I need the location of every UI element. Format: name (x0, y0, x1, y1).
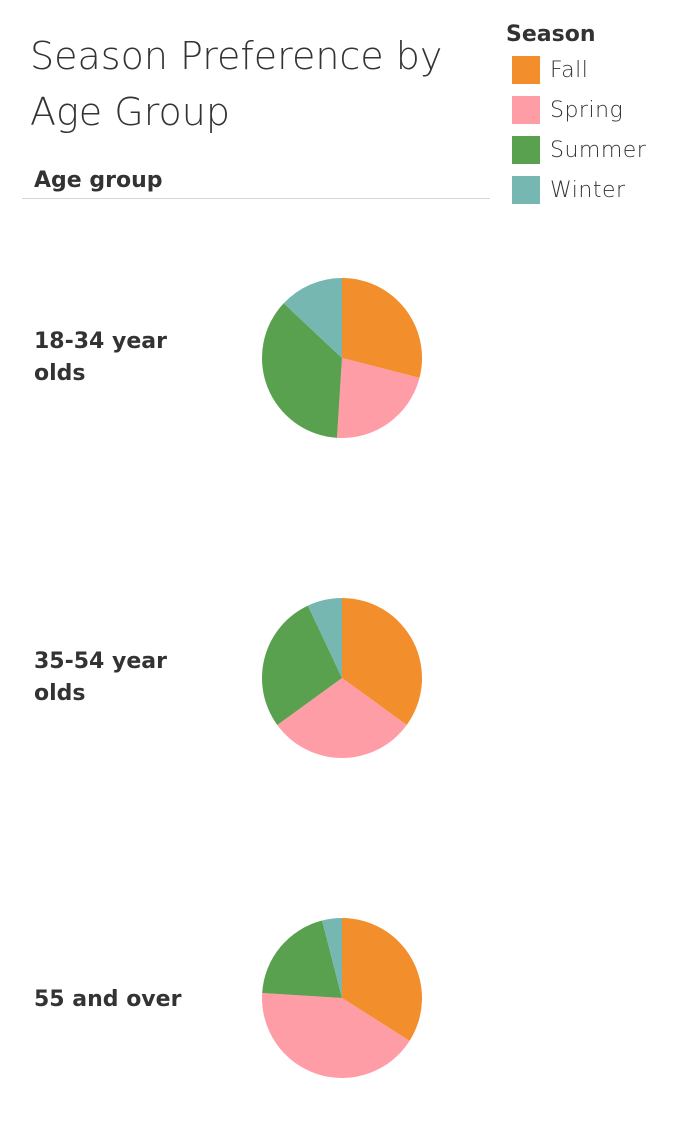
pie-slice-spring[interactable] (277, 678, 407, 758)
pie-2 (262, 598, 422, 758)
pie-slice-summer[interactable] (262, 605, 342, 726)
legend-swatch (512, 136, 540, 164)
legend-label: Fall (550, 57, 589, 83)
row-label-35-54: 35-54 year olds (34, 649, 167, 706)
pie-slice-spring[interactable] (262, 992, 410, 1079)
pie-slice-spring[interactable] (336, 358, 420, 438)
row-label-18-34: 18-34 year olds (34, 329, 167, 386)
pie-slice-summer[interactable] (262, 303, 342, 438)
pie-slice-winter[interactable] (283, 278, 342, 358)
page-title: Season Preference by Age Group (30, 34, 443, 134)
legend-item-summer[interactable]: Summer (512, 130, 674, 170)
pie-slice-winter[interactable] (322, 918, 342, 998)
pie-slice-winter[interactable] (307, 598, 342, 678)
legend-label: Summer (550, 137, 647, 163)
legend-item-fall[interactable]: Fall (512, 50, 674, 90)
pie-slice-fall[interactable] (342, 278, 423, 378)
pie-slice-summer[interactable] (262, 920, 342, 998)
legend: Season Fall Spring Summer Winter (506, 20, 674, 210)
row-header: Age group (34, 168, 163, 193)
header-divider (22, 198, 490, 199)
legend-swatch (512, 56, 540, 84)
row-label-55-over: 55 and over (34, 987, 182, 1012)
legend-label: Winter (550, 177, 626, 203)
legend-swatch (512, 96, 540, 124)
legend-item-winter[interactable]: Winter (512, 170, 674, 210)
legend-item-spring[interactable]: Spring (512, 90, 674, 130)
pie-3 (262, 918, 423, 1079)
pie-1 (262, 278, 423, 438)
pie-slice-fall[interactable] (342, 598, 422, 726)
legend-label: Spring (550, 97, 624, 123)
pie-slice-fall[interactable] (342, 918, 423, 1041)
legend-title: Season (506, 22, 596, 47)
legend-swatch (512, 176, 540, 204)
